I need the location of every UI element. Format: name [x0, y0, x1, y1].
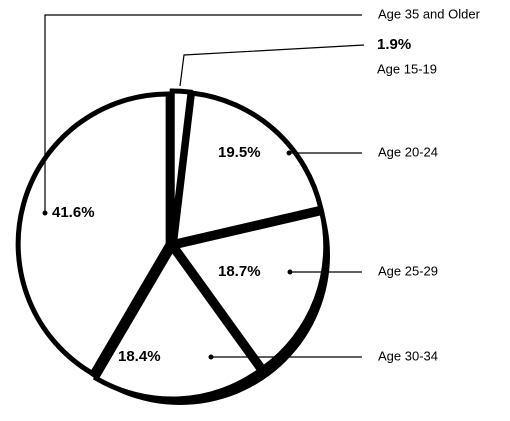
- leader-dot: [287, 269, 293, 275]
- value-label: 41.6%: [52, 204, 95, 221]
- pie: [15, 88, 329, 402]
- category-label: Age 25-29: [378, 263, 438, 278]
- wedge: [15, 91, 171, 377]
- category-label: Age 30-34: [378, 348, 438, 363]
- category-label: Age 20-24: [378, 144, 438, 159]
- category-label: Age 15-19: [377, 61, 437, 76]
- value-label: 19.5%: [218, 144, 261, 161]
- category-label: Age 35 and Older: [378, 6, 481, 21]
- leader-dot: [42, 210, 48, 216]
- leader-line: [44, 14, 362, 213]
- wedge: [171, 209, 329, 372]
- leader-dot: [208, 354, 214, 360]
- wedge: [92, 244, 264, 402]
- value-label: 1.9%: [377, 36, 411, 53]
- value-label: 18.4%: [118, 348, 161, 365]
- labels: 1.9% Age 15-19 19.5% Age 20-24 18.7% Age 25-2…: [42, 6, 481, 365]
- wedge: [171, 90, 324, 246]
- wedge: [169, 88, 193, 242]
- leader-dot: [286, 150, 292, 156]
- value-label: 18.7%: [218, 263, 261, 280]
- leader-line: [179, 44, 365, 87]
